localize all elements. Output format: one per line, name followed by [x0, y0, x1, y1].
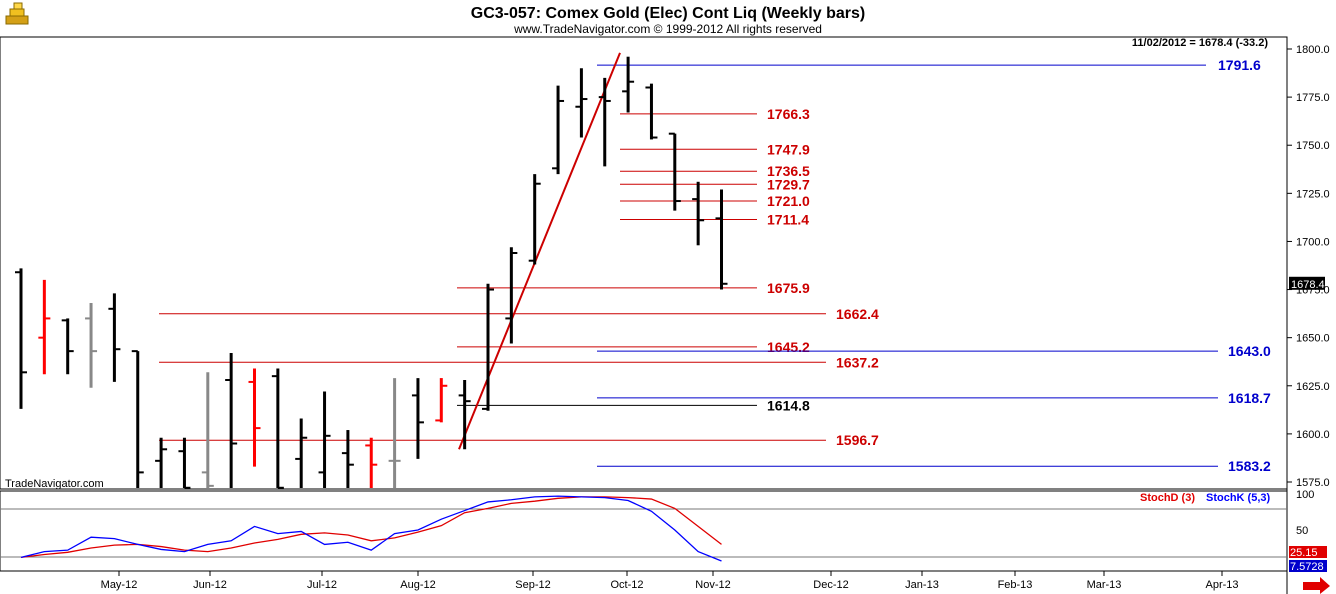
x-tick-label: Nov-12	[695, 579, 730, 591]
level-label: 1747.9	[767, 141, 810, 157]
level-label: 1736.5	[767, 163, 810, 179]
stochk-last-badge: 7.5728	[1289, 560, 1327, 573]
y-tick-label: 1575.0	[1296, 477, 1330, 489]
copyright-text: www.TradeNavigator.com © 1999-2012 All r…	[513, 22, 822, 36]
y-tick-label: 1800.0	[1296, 44, 1330, 56]
stochk-line	[20, 495, 722, 562]
stoch-tick-label: 100	[1296, 489, 1314, 501]
level-label: 1721.0	[767, 193, 810, 209]
logo-icon	[5, 2, 29, 25]
scroll-right-arrow-icon[interactable]	[1303, 577, 1330, 594]
trendline	[458, 52, 621, 450]
level-label: 1614.8	[767, 397, 810, 413]
level-label: 1643.0	[1228, 343, 1271, 359]
level-label: 1729.7	[767, 176, 810, 192]
x-tick-label: Aug-12	[400, 579, 435, 591]
stochk-last-text: 7.5728	[1290, 561, 1324, 573]
last-price-badge: 1678.4	[1289, 276, 1325, 291]
stochk-legend: StochK (5,3)	[1206, 492, 1271, 504]
time-axis: May-12 Jun-12 Jul-12 Aug-12 Sep-12 Oct-12 Nov-…	[101, 571, 1239, 591]
level-label: 1637.2	[836, 354, 879, 370]
price-bars-layer	[15, 56, 728, 489]
y-tick-label: 1650.0	[1296, 333, 1330, 345]
stochd-legend: StochD (3)	[1140, 492, 1195, 504]
chart-title: GC3-057: Comex Gold (Elec) Cont Liq (Wee…	[471, 5, 865, 22]
y-tick-label: 1775.0	[1296, 92, 1330, 104]
trendline-layer	[458, 52, 621, 450]
last-price-text: 1678.4	[1291, 279, 1325, 291]
y-tick-label: 1700.0	[1296, 236, 1330, 248]
stochd-last-text: 25.15	[1290, 547, 1318, 559]
stochd-last-badge: 25.15	[1289, 546, 1327, 559]
x-tick-label: May-12	[101, 579, 138, 591]
x-tick-label: Sep-12	[515, 579, 550, 591]
level-label: 1675.9	[767, 280, 810, 296]
x-tick-label: Mar-13	[1087, 579, 1122, 591]
x-tick-label: Oct-12	[610, 579, 643, 591]
x-tick-label: Feb-13	[998, 579, 1033, 591]
level-label: 1583.2	[1228, 458, 1271, 474]
y-tick-label: 1625.0	[1296, 381, 1330, 393]
y-tick-label: 1750.0	[1296, 140, 1330, 152]
y-tick-label: 1600.0	[1296, 429, 1330, 441]
stochd-line	[20, 496, 722, 559]
level-label: 1662.4	[836, 306, 879, 322]
x-tick-label: Jul-12	[307, 579, 337, 591]
level-label: 1596.7	[836, 432, 879, 448]
level-label: 1791.6	[1218, 57, 1261, 73]
stoch-tick-label: 50	[1296, 525, 1308, 537]
level-label: 1766.3	[767, 106, 810, 122]
y-tick-label: 1725.0	[1296, 188, 1330, 200]
price-pane	[0, 36, 1288, 490]
stochastic-layer: 50 100	[0, 489, 1314, 562]
level-label: 1645.2	[767, 339, 810, 355]
stoch-pane	[0, 490, 1288, 572]
x-tick-label: Apr-13	[1205, 579, 1238, 591]
watermark: TradeNavigator.com	[5, 478, 104, 490]
level-label: 1711.4	[767, 212, 809, 228]
level-label: 1618.7	[1228, 390, 1271, 406]
status-readout: 11/02/2012 = 1678.4 (-33.2)	[1132, 37, 1268, 49]
price-axis: 1575.01600.01625.01650.01675.01700.01725…	[1287, 44, 1330, 489]
x-tick-label: Jan-13	[905, 579, 939, 591]
x-tick-label: Jun-12	[193, 579, 227, 591]
x-tick-label: Dec-12	[813, 579, 848, 591]
